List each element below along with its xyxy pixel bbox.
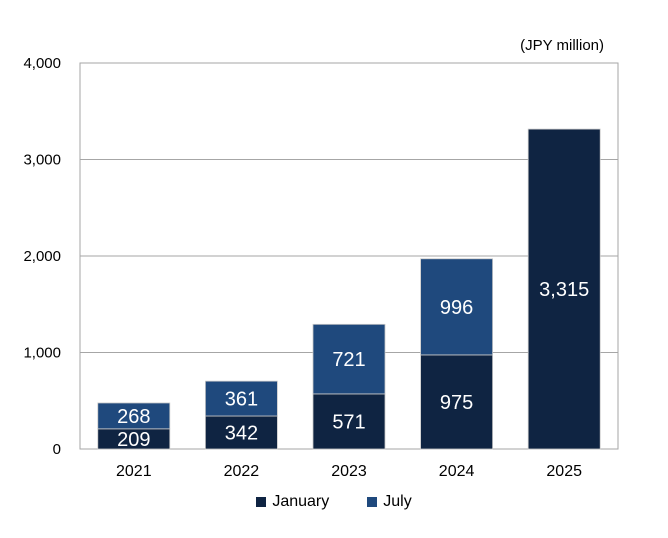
x-tick-label: 2023 (331, 463, 367, 480)
bar-january-2024 (420, 354, 494, 450)
legend-item-january: January (256, 493, 329, 511)
data-label-january-2022: 342 (225, 422, 258, 444)
data-label-july-2022: 361 (225, 389, 258, 411)
legend-swatch-january (256, 497, 267, 507)
legend: January July (0, 493, 668, 511)
data-label-july-2021: 268 (117, 406, 150, 428)
x-tick-label: 2024 (439, 463, 475, 480)
bar-january-2025 (527, 128, 601, 450)
x-tick-label: 2021 (116, 463, 152, 480)
unit-label: (JPY million) (520, 37, 604, 54)
legend-swatch-july (367, 497, 378, 507)
data-label-july-2024: 996 (440, 297, 473, 319)
legend-label-july: July (383, 493, 412, 510)
bar-january-2023 (312, 393, 386, 450)
bar-july-2021 (97, 402, 171, 430)
data-label-january-2021: 209 (117, 429, 150, 451)
x-tick-label: 2022 (224, 463, 260, 480)
data-label-january-2025: 3,315 (539, 279, 589, 301)
y-tick-label: 4,000 (23, 55, 61, 72)
legend-item-july: July (367, 493, 412, 511)
data-label-january-2024: 975 (440, 392, 473, 414)
data-label-july-2023: 721 (332, 349, 365, 371)
legend-label-january: January (272, 493, 330, 510)
y-tick-label: 1,000 (23, 345, 61, 362)
bar-july-2023 (312, 323, 386, 395)
x-tick-label: 2025 (546, 463, 582, 480)
y-tick-label: 2,000 (23, 248, 61, 265)
y-tick-label: 0 (53, 441, 61, 458)
y-tick-label: 3,000 (23, 152, 61, 169)
data-label-january-2023: 571 (332, 411, 365, 433)
bar-july-2024 (420, 258, 494, 356)
bar-january-2022 (204, 415, 278, 450)
bar-july-2022 (204, 380, 278, 417)
